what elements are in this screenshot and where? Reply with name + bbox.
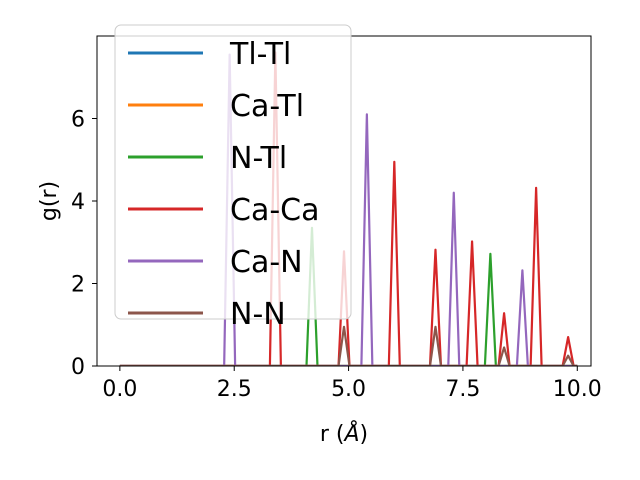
x-tick-label: 10.0	[553, 377, 602, 402]
legend-label-ca-n: Ca-N	[230, 245, 303, 280]
legend-label-n-n: N-N	[230, 297, 286, 332]
x-tick-label: 5.0	[331, 377, 366, 402]
x-axis: 0.0 2.5 5.0 7.5 10.0	[102, 366, 602, 402]
legend-label-tl-tl: Tl-Tl	[229, 37, 291, 72]
x-axis-label-text: r (	[320, 422, 345, 447]
y-tick-label: 6	[71, 108, 85, 133]
x-tick-label: 7.5	[445, 377, 480, 402]
x-tick-label: 2.5	[217, 377, 252, 402]
legend-label-n-tl: N-Tl	[230, 141, 287, 176]
x-axis-label: r (Å)	[320, 420, 368, 447]
series-line-n-n	[119, 325, 578, 366]
y-tick-label: 2	[71, 273, 85, 298]
x-tick-label: 0.0	[102, 377, 137, 402]
y-axis-label: g(r)	[37, 181, 62, 221]
x-axis-label-close: )	[360, 422, 369, 447]
legend-label-ca-ca: Ca-Ca	[230, 193, 320, 228]
legend-label-ca-tl: Ca-Tl	[230, 89, 304, 124]
legend: Tl-Tl Ca-Tl N-Tl Ca-Ca Ca-N N-N	[114, 24, 352, 332]
series-line-ca-ca	[119, 51, 578, 366]
series-line-n-tl	[119, 226, 578, 366]
legend-box	[114, 24, 352, 320]
x-axis-label-unit: Å	[342, 420, 359, 447]
y-tick-label: 0	[71, 355, 85, 380]
y-tick-label: 4	[71, 190, 85, 215]
y-axis: 0 2 4 6	[71, 108, 97, 380]
